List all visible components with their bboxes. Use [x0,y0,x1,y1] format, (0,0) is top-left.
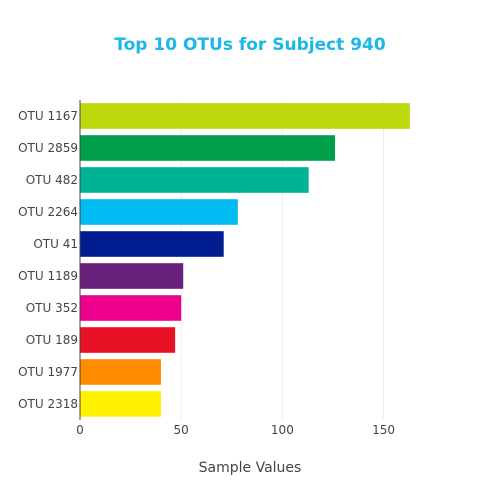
category-label: OTU 352 [26,301,78,315]
category-label: OTU 2264 [18,205,78,219]
x-tick-label: 100 [271,423,294,437]
x-tick-labels: 0 50 100 150 [76,423,395,437]
category-labels: OTU 1167 OTU 2859 OTU 482 OTU 2264 OTU 41 OTU… [18,109,78,411]
bar [80,327,176,353]
bar [80,391,161,417]
category-label: OTU 482 [26,173,78,187]
bar [80,103,410,129]
bar [80,135,335,161]
category-label: OTU 2859 [18,141,78,155]
x-tick-label: 0 [76,423,84,437]
bar [80,359,161,385]
x-tick-label: 150 [372,423,395,437]
x-tick-label: 50 [174,423,189,437]
category-label: OTU 189 [26,333,78,347]
bar [80,263,184,289]
bar [80,199,238,225]
category-label: OTU 1977 [18,365,78,379]
category-label: OTU 1189 [18,269,78,283]
bar [80,167,309,193]
chart-title: Top 10 OTUs for Subject 940 [114,35,386,55]
bar [80,295,182,321]
category-label: OTU 2318 [18,397,78,411]
category-label: OTU 1167 [18,109,78,123]
category-label: OTU 41 [33,237,78,251]
x-axis-title: Sample Values [199,460,302,476]
bars [80,103,410,417]
bar [80,231,224,257]
